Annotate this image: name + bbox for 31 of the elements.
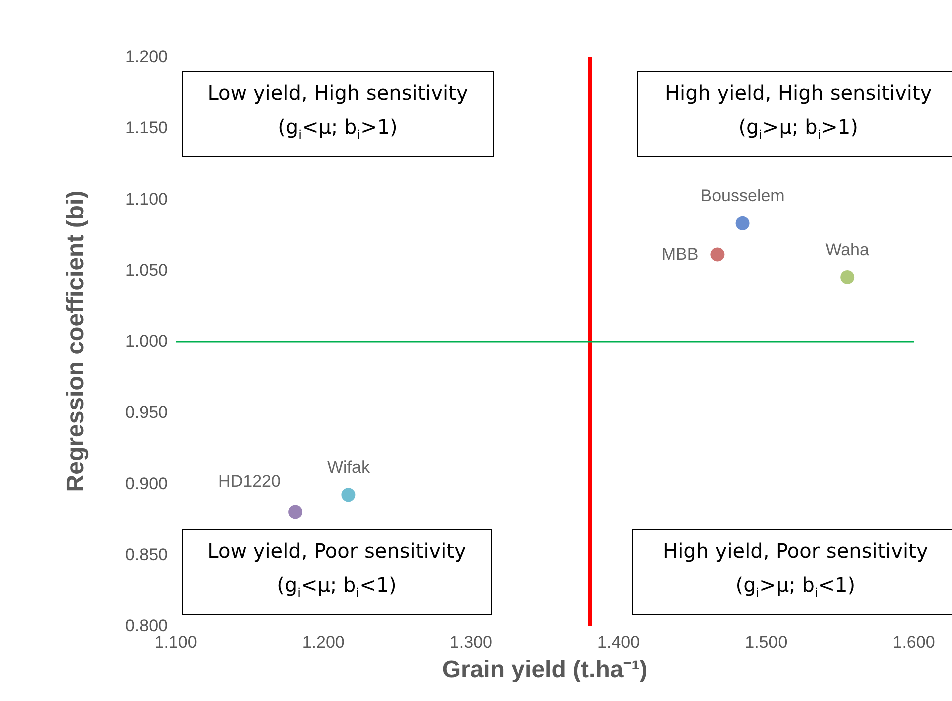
x-axis-title: Grain yield (t.ha⁻¹) (442, 656, 648, 684)
point (840, 270, 855, 284)
y-tick-label: 0.800 (125, 616, 168, 636)
annotation: High yield, Poor sensitivity (g$_{i}$>μ; b$_{i}$<1) (632, 529, 952, 616)
y-tick-label: 0.900 (125, 474, 168, 494)
x-tick-label: 1.200 (302, 633, 345, 652)
x-tick-label: 1.100 (154, 633, 198, 652)
point (736, 216, 750, 230)
series-label: MBB (662, 245, 699, 264)
point (342, 488, 356, 502)
series-label: Wifak (327, 458, 370, 478)
y-tick-label: 0.850 (125, 545, 168, 564)
annotation: High yield, High sensitivity (g$_{i}$>μ; b$_{i}$>1) (636, 71, 952, 158)
series-label: Bousselem (700, 186, 785, 206)
y-tick-label: 1.200 (125, 48, 168, 66)
y-tick-label: 1.000 (125, 332, 168, 351)
x-tick-label: 1.300 (450, 633, 492, 652)
series-label: Waha (826, 240, 870, 260)
y-tick-label: 1.150 (125, 118, 168, 138)
y-tick-label: 1.050 (125, 260, 168, 280)
x-tick-label: 1.600 (892, 633, 936, 652)
annotation: Low yield, Poor sensitivity (g$_{i}$<μ; b$_{i}$<1) (182, 529, 492, 616)
x-tick-label: 1.400 (598, 633, 640, 652)
y-axis-title: Regression coefficient (bi) (62, 190, 90, 492)
y-tick-label: 0.950 (125, 403, 168, 422)
y-tick-label: 1.100 (125, 190, 168, 209)
point (710, 248, 725, 262)
annotation: Low yield, High sensitivity (g$_{i}$<μ; b$_{i}$>1) (182, 71, 494, 158)
series-label: HD1220 (218, 472, 281, 492)
point (288, 505, 303, 520)
x-tick-label: 1.500 (745, 633, 788, 652)
